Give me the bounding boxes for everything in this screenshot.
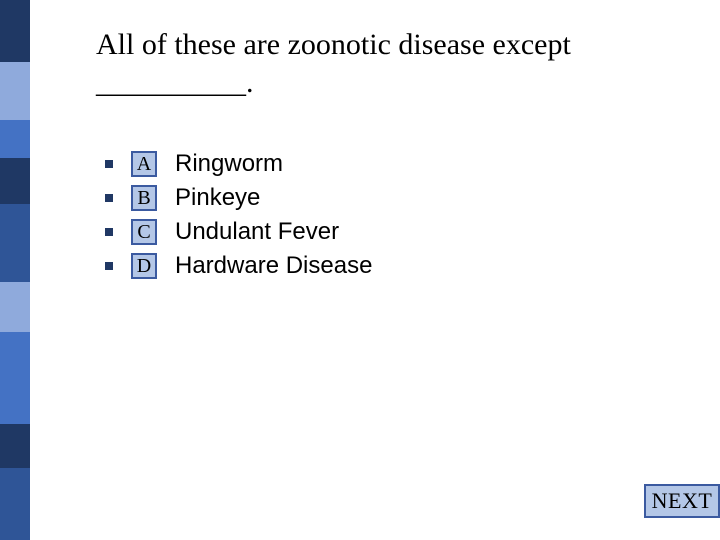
option-row: C Undulant Fever [105, 218, 372, 246]
option-letter-d[interactable]: D [131, 253, 157, 279]
option-letter-a[interactable]: A [131, 151, 157, 177]
sidebar-block [0, 0, 30, 62]
option-row: A Ringworm [105, 150, 372, 178]
next-button[interactable]: NEXT [644, 484, 720, 518]
sidebar-block [0, 62, 30, 120]
option-text: Pinkeye [175, 184, 260, 212]
sidebar-block [0, 204, 30, 282]
option-text: Ringworm [175, 150, 283, 178]
option-row: B Pinkeye [105, 184, 372, 212]
sidebar-block [0, 332, 30, 424]
bullet-icon [105, 228, 113, 236]
sidebar-block [0, 158, 30, 204]
bullet-icon [105, 262, 113, 270]
option-text: Undulant Fever [175, 218, 339, 246]
sidebar-block [0, 282, 30, 332]
bullet-icon [105, 160, 113, 168]
option-text: Hardware Disease [175, 252, 372, 280]
bullet-icon [105, 194, 113, 202]
sidebar-block [0, 424, 30, 468]
option-letter-c[interactable]: C [131, 219, 157, 245]
sidebar-block [0, 120, 30, 158]
options-list: A Ringworm B Pinkeye C Undulant Fever D Hardwar… [105, 150, 372, 280]
question-text: All of these are zoonotic disease except… [96, 26, 676, 101]
sidebar-block [0, 468, 30, 540]
option-letter-b[interactable]: B [131, 185, 157, 211]
sidebar-decoration [0, 0, 30, 540]
option-row: D Hardware Disease [105, 252, 372, 280]
